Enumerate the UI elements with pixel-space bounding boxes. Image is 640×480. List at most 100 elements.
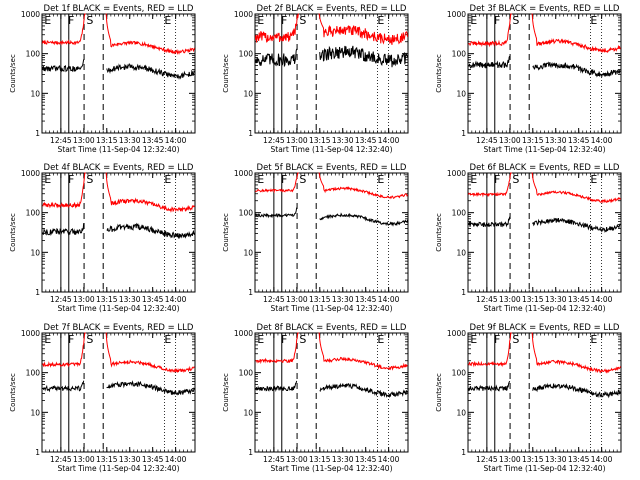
y-tick-label: 10 <box>30 89 40 98</box>
x-tick-label: 13:15 <box>522 455 544 464</box>
y-axis-label: Counts/sec <box>435 54 443 93</box>
y-tick-label: 10 <box>30 248 40 257</box>
event-marker-label: E <box>377 333 384 346</box>
event-marker-label: E <box>257 173 264 186</box>
event-marker-label: E <box>590 173 597 186</box>
lld-series-line <box>105 332 195 374</box>
x-tick-label: 13:15 <box>309 455 331 464</box>
x-tick-label: 12:45 <box>476 136 498 145</box>
y-tick-label: 100 <box>452 50 467 59</box>
lld-series-line <box>531 13 621 54</box>
x-tick-label: 13:00 <box>73 455 95 464</box>
events-series-line <box>532 382 622 399</box>
x-tick-label: 13:45 <box>355 455 377 464</box>
events-series-line <box>532 61 621 79</box>
x-tick-label: 13:30 <box>119 455 141 464</box>
lld-series-line <box>254 13 299 43</box>
event-marker-label: E <box>257 333 264 346</box>
y-axis-label: Counts/sec <box>9 54 17 93</box>
x-tick-label: 14:00 <box>591 455 613 464</box>
panel-title: Det 6f BLACK = Events, RED = LLD <box>470 163 620 173</box>
event-marker-label: E <box>590 333 597 346</box>
y-tick-label: 10 <box>456 408 466 417</box>
y-tick-label: 10 <box>456 89 466 98</box>
events-series-line <box>106 380 195 396</box>
lld-series-line <box>318 332 408 371</box>
x-tick-label: 13:30 <box>545 136 567 145</box>
x-tick-label: 13:00 <box>286 455 308 464</box>
lld-series-line <box>468 332 512 368</box>
detector-panel: Det 4f BLACK = Events, RED = LLD 1 10 100 10… <box>9 163 196 313</box>
event-marker-label: S <box>86 173 93 186</box>
event-marker-label: E <box>164 14 171 27</box>
events-series-line <box>467 380 511 392</box>
y-tick-label: 100 <box>239 369 254 378</box>
detector-panel: Det 3f BLACK = Events, RED = LLD 1 10 100 10… <box>435 4 622 154</box>
lld-series-line <box>105 172 195 213</box>
y-tick-label: 100 <box>26 369 41 378</box>
y-tick-label: 100 <box>239 50 254 59</box>
x-tick-label: 14:00 <box>378 295 400 304</box>
y-tick-label: 1 <box>35 288 40 297</box>
x-tick-label: 13:15 <box>309 295 331 304</box>
event-marker-label: E <box>164 333 171 346</box>
events-series-line <box>106 222 195 239</box>
events-series-line <box>319 212 409 227</box>
lld-series-line <box>318 13 409 45</box>
x-axis-label: Start Time (11-Sep-04 12:32:40) <box>271 145 393 154</box>
x-tick-label: 13:00 <box>499 295 521 304</box>
event-marker-label: E <box>164 173 171 186</box>
detector-panel: Det 1f BLACK = Events, RED = LLD 1 10 100 10… <box>9 4 196 154</box>
lld-series-line <box>318 172 408 200</box>
event-marker-label: E <box>470 14 477 27</box>
x-tick-label: 12:45 <box>50 295 72 304</box>
plot-frame <box>41 172 196 293</box>
y-tick-label: 1 <box>461 129 466 138</box>
x-axis-label: Start Time (11-Sep-04 12:32:40) <box>484 464 606 473</box>
x-tick-label: 14:00 <box>591 295 613 304</box>
events-series-line <box>319 45 408 68</box>
events-series-line <box>254 207 298 219</box>
y-tick-label: 10 <box>243 248 253 257</box>
x-tick-label: 13:30 <box>119 136 141 145</box>
event-marker-label: S <box>512 14 519 27</box>
events-series-line <box>42 380 85 393</box>
panel-title: Det 3f BLACK = Events, RED = LLD <box>470 4 620 14</box>
x-axis-label: Start Time (11-Sep-04 12:32:40) <box>271 304 393 313</box>
y-tick-label: 1000 <box>234 169 253 178</box>
x-tick-label: 12:45 <box>50 136 72 145</box>
x-axis-label: Start Time (11-Sep-04 12:32:40) <box>484 145 606 154</box>
plot-frame <box>41 13 196 134</box>
x-tick-label: 13:45 <box>142 455 164 464</box>
events-series-line <box>41 59 85 73</box>
event-marker-label: S <box>299 173 306 186</box>
event-marker-label: S <box>299 14 306 27</box>
x-tick-label: 13:15 <box>522 295 544 304</box>
plot-frame <box>467 172 622 293</box>
y-axis-label: Counts/sec <box>9 373 17 412</box>
x-tick-label: 13:15 <box>309 136 331 145</box>
x-tick-label: 13:00 <box>286 295 308 304</box>
lld-series-line <box>42 172 86 209</box>
lld-series-line <box>105 13 196 55</box>
detector-panel: Det 6f BLACK = Events, RED = LLD 1 10 100 10… <box>435 163 622 313</box>
x-tick-label: 13:30 <box>332 136 354 145</box>
events-series-line <box>106 63 195 80</box>
x-axis-label: Start Time (11-Sep-04 12:32:40) <box>484 304 606 313</box>
lld-series-line <box>255 172 299 194</box>
y-tick-label: 1 <box>248 288 253 297</box>
event-marker-label: E <box>257 14 264 27</box>
x-tick-label: 14:00 <box>165 136 187 145</box>
y-tick-label: 1000 <box>21 169 40 178</box>
y-axis-label: Counts/sec <box>222 213 230 252</box>
y-tick-label: 1 <box>461 448 466 457</box>
event-marker-label: E <box>470 173 477 186</box>
y-tick-label: 1 <box>248 129 253 138</box>
y-tick-label: 1000 <box>447 10 466 19</box>
event-marker-label: S <box>299 333 306 346</box>
events-series-line <box>255 380 298 392</box>
panel-title: Det 9f BLACK = Events, RED = LLD <box>470 323 620 333</box>
x-tick-label: 13:45 <box>355 136 377 145</box>
x-axis-label: Start Time (11-Sep-04 12:32:40) <box>58 464 180 473</box>
event-marker-label: F <box>68 173 74 186</box>
